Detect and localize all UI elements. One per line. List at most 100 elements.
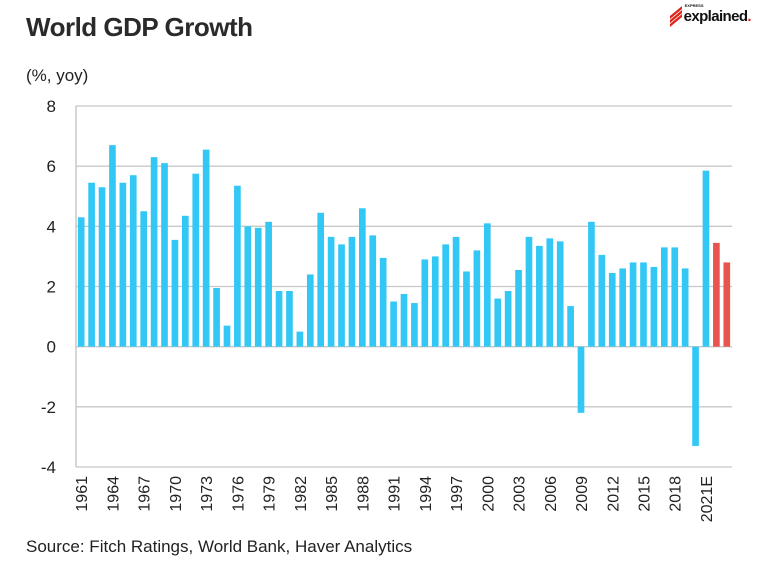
x-tick-label: 1985: [324, 476, 341, 512]
y-tick-label: 0: [47, 338, 56, 357]
bar-2021E: [702, 170, 710, 347]
bar-1994: [421, 259, 429, 347]
bar-1978: [254, 227, 262, 347]
bar-2004: [525, 236, 533, 347]
bar-1973: [202, 149, 210, 347]
bar-1979: [265, 221, 272, 347]
express-explained-logo: EXPRESS explained.: [669, 3, 752, 28]
bar-1962: [88, 182, 95, 347]
bar-2017: [660, 247, 668, 347]
x-tick-label: 1979: [262, 476, 279, 512]
bar-2009: [577, 346, 585, 413]
bar-1993: [411, 303, 418, 347]
bar-2014: [629, 262, 637, 347]
bar-1975: [223, 325, 231, 347]
bar-2005: [536, 245, 543, 347]
chart-title: World GDP Growth: [26, 12, 253, 42]
bar-1976: [234, 185, 241, 347]
x-tick-label: 2015: [636, 476, 653, 512]
bar-1992: [400, 294, 408, 347]
bar-1990: [379, 257, 387, 347]
y-tick-label: -2: [41, 398, 56, 417]
bar-estimate-2022E: [713, 242, 720, 347]
bar-1967: [140, 211, 148, 347]
x-tick-label: 1967: [137, 476, 154, 512]
source-note: Source: Fitch Ratings, World Bank, Haver…: [26, 537, 413, 556]
bar-1966: [129, 175, 137, 347]
bar-1972: [192, 173, 200, 347]
x-tick-label: 1973: [199, 476, 216, 512]
bar-2011: [598, 254, 606, 347]
logo-wordmark: EXPRESS explained.: [683, 3, 752, 25]
bar-2006: [546, 238, 554, 347]
bar-1999: [473, 250, 481, 347]
bar-2019: [681, 268, 689, 347]
logo-small-text: EXPRESS: [684, 2, 704, 8]
bar-1964: [109, 145, 116, 347]
x-tick-label: 1988: [355, 476, 372, 512]
bars: [77, 145, 731, 446]
bar-1968: [150, 157, 158, 347]
x-tick-label: 1964: [105, 476, 122, 512]
bar-2008: [567, 306, 574, 347]
logo-dot: .: [747, 7, 751, 25]
bar-2016: [650, 266, 658, 347]
bar-1977: [244, 226, 252, 347]
bar-1997: [452, 236, 460, 347]
bar-2003: [515, 269, 522, 347]
x-tick-label: 2012: [605, 476, 622, 512]
x-tick-label: 2018: [668, 476, 685, 512]
bar-1989: [369, 235, 377, 347]
bar-2015: [640, 262, 647, 347]
x-tick-label: 1976: [230, 476, 247, 512]
bar-2013: [619, 268, 626, 347]
y-tick-label: 4: [47, 217, 56, 236]
x-tick-label: 1997: [449, 476, 466, 512]
bar-1996: [442, 244, 449, 347]
bar-1981: [286, 291, 293, 347]
bar-1971: [182, 215, 189, 347]
y-axis-ticks: 8 6 4 2 0 -2 -4: [41, 97, 56, 477]
bar-1970: [171, 239, 179, 347]
y-axis-unit-label: (%, yoy): [26, 66, 89, 85]
bar-1987: [348, 236, 356, 347]
x-tick-label: 1994: [418, 476, 435, 512]
bar-estimate-2023E: [723, 262, 731, 347]
x-tick-label: 1970: [168, 476, 185, 512]
bar-1980: [275, 291, 283, 347]
bar-1974: [213, 288, 220, 347]
bar-1961: [77, 217, 85, 347]
x-axis-ticks: 1961 1964 1967 1970 1973 1976 1979 1982 1985 1988…: [74, 476, 716, 522]
x-tick-label: 2021E: [699, 476, 716, 522]
bar-2010: [588, 221, 595, 347]
bar-2007: [556, 241, 564, 347]
x-tick-label: 1961: [74, 476, 91, 512]
bar-1969: [161, 163, 168, 347]
bar-2020: [692, 346, 699, 446]
bar-2000: [483, 223, 491, 347]
y-tick-label: 8: [47, 97, 56, 116]
bar-2002: [504, 291, 512, 347]
bar-1983: [306, 274, 314, 347]
y-tick-label: -4: [41, 458, 56, 477]
y-tick-label: 6: [47, 157, 56, 176]
x-tick-label: 2006: [543, 476, 560, 512]
bar-2001: [494, 298, 502, 347]
bar-1965: [119, 182, 127, 347]
x-tick-label: 1991: [387, 476, 404, 512]
bar-2018: [671, 247, 679, 347]
bar-1991: [390, 301, 397, 347]
x-tick-label: 2009: [574, 476, 591, 512]
bar-1988: [359, 208, 366, 347]
bar-1985: [327, 236, 335, 347]
x-tick-label: 2000: [480, 476, 497, 512]
bar-1986: [338, 244, 345, 347]
y-tick-label: 2: [47, 278, 56, 297]
bar-1984: [317, 212, 325, 347]
bar-1982: [296, 331, 304, 347]
bar-1963: [98, 187, 106, 347]
x-tick-label: 1982: [293, 476, 310, 512]
bar-1998: [463, 271, 470, 347]
logo-main-text: explained: [683, 7, 748, 25]
